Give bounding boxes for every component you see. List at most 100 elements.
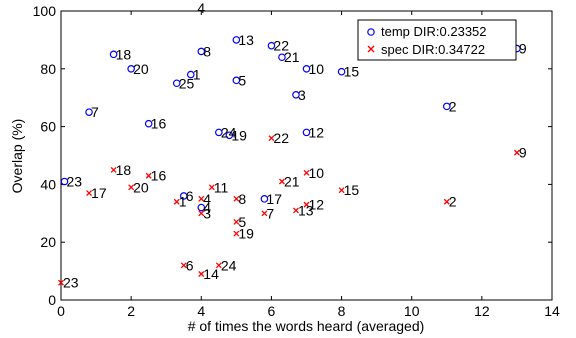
temp-point-marker [302, 128, 311, 137]
temp-point-marker [85, 108, 93, 116]
y-axis-label: Overlap (%) [9, 119, 25, 194]
spec-point-marker [198, 271, 205, 277]
spec-point-label: 15 [344, 182, 360, 198]
temp-point-marker [172, 79, 181, 88]
temp-point-label: 12 [309, 124, 325, 140]
temp-point-marker [442, 102, 451, 111]
legend-label-spec: spec DIR:0.34722 [381, 42, 485, 57]
temp-point-marker [267, 41, 276, 50]
temp-point-label: 20 [133, 61, 149, 77]
x-tick-label: 2 [127, 303, 135, 319]
spec-point-label: 20 [133, 179, 149, 195]
spec-point-marker [198, 195, 205, 202]
spec-point-marker [261, 210, 268, 217]
temp-point-marker [292, 91, 300, 99]
spec-point-label: 6 [186, 257, 194, 273]
spec-point-label: 23 [63, 275, 79, 291]
spec-point-label: 14 [203, 266, 219, 282]
spec-point-marker [110, 166, 117, 173]
spec-point-marker [233, 219, 240, 225]
spec-point-marker [233, 195, 240, 202]
spec-point-label: 10 [309, 165, 325, 181]
spec-point-label: 19 [238, 226, 254, 242]
temp-point-label: 10 [309, 61, 325, 77]
temp-point-marker [215, 128, 223, 137]
spec-point-marker [278, 178, 285, 185]
legend-marker-spec [367, 45, 375, 53]
temp-point-label: 17 [266, 191, 282, 207]
temp-point-label: 25 [179, 75, 195, 91]
y-tick-label: 20 [40, 234, 56, 250]
x-tick-label: 4 [197, 303, 205, 319]
spec-point-label: 3 [203, 205, 211, 221]
temp-point-marker [232, 76, 241, 85]
spec-point-marker [268, 135, 275, 142]
temp-point-marker [260, 195, 269, 203]
spec-point-marker [145, 172, 152, 179]
spec-point-marker [180, 262, 187, 269]
temp-point-marker [232, 36, 241, 44]
temp-point-label: 16 [151, 116, 167, 132]
temp-point-label: 24 [221, 124, 237, 140]
spec-point-marker [233, 230, 240, 237]
temp-point-marker [302, 65, 311, 73]
spec-point-label: 16 [151, 168, 167, 184]
temp-point-label: 8 [203, 43, 211, 59]
temp-point-marker [278, 53, 286, 62]
spec-point-marker [513, 149, 520, 156]
legend-box [357, 19, 517, 61]
y-tick-label: 0 [48, 292, 56, 308]
y-tick-label: 80 [40, 61, 56, 77]
spec-point-label: 11 [214, 179, 229, 195]
temp-point-marker [179, 192, 188, 200]
temp-point-marker [186, 70, 195, 79]
temp-point-marker [109, 50, 118, 59]
x-tick-label: 14 [544, 303, 560, 319]
legend-marker-temp [367, 28, 375, 36]
temp-point-label: 7 [91, 104, 99, 120]
spec-point-label: 8 [238, 191, 246, 207]
temp-point-marker [197, 203, 206, 212]
legend-label-temp: temp DIR:0.23352 [381, 24, 487, 39]
x-tick-label: 6 [268, 303, 276, 319]
spec-point-marker [293, 207, 299, 214]
x-axis-label: # of times the words heard (averaged) [188, 318, 425, 334]
temp-point-marker [60, 177, 69, 186]
temp-point-marker [337, 67, 346, 76]
spec-point-marker [198, 210, 205, 217]
x-tick-label: 12 [474, 303, 490, 319]
spec-point-label: 21 [284, 174, 300, 190]
spec-point-label: 17 [91, 185, 107, 201]
x-tick-label: 10 [404, 303, 420, 319]
spec-point-marker [443, 198, 450, 205]
temp-point-label: 9 [519, 41, 527, 57]
temp-point-label: 13 [238, 32, 254, 48]
temp-point-label: 22 [273, 38, 289, 54]
spec-point-marker [303, 169, 310, 176]
spec-point-marker [338, 187, 345, 194]
spec-point-label: 7 [266, 205, 274, 221]
spec-point-marker [128, 184, 135, 191]
x-tick-label: 8 [338, 303, 346, 319]
spec-point-label: 24 [221, 257, 237, 273]
temp-point-label: 1 [193, 67, 201, 83]
temp-point-label: 3 [298, 87, 306, 103]
points-layer [58, 36, 521, 286]
spec-point-label: 1 [179, 194, 187, 210]
spec-point-marker [86, 190, 93, 197]
temp-point-label: 4 [203, 200, 211, 216]
spec-point-label: 12 [309, 197, 325, 213]
temp-point-label: 18 [116, 46, 132, 62]
spec-point-label: 13 [298, 202, 314, 218]
y-tick-label: 100 [33, 3, 57, 19]
spec-point-label: 9 [519, 145, 527, 161]
spec-point-marker [215, 262, 222, 269]
y-tick-label: 60 [40, 119, 56, 135]
spec-point-marker [208, 184, 215, 191]
temp-point-marker [144, 119, 153, 128]
spec-point-label: 2 [449, 194, 457, 210]
